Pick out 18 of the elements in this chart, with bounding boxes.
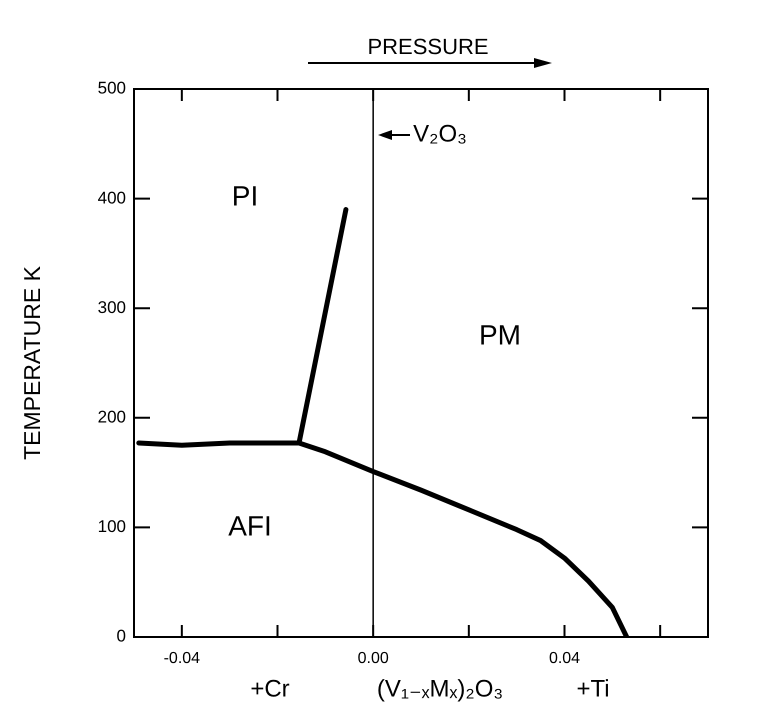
text: +Ti: [576, 676, 610, 703]
x-axis-title: (V₁₋ₓMₓ)₂O₃: [376, 676, 504, 703]
y-tick-label: 400: [98, 188, 126, 208]
ref-line-label: V₂O₃: [413, 120, 467, 148]
annotation: PI: [232, 180, 258, 212]
text: PRESSURE: [367, 34, 489, 60]
x-tick-label: 0.00: [358, 650, 389, 668]
x-tick-label: -0.04: [164, 650, 200, 668]
text: +Cr: [250, 676, 290, 703]
y-tick-label: 100: [98, 517, 126, 536]
annotation: PM: [479, 320, 521, 351]
x-tick-label: 0.04: [548, 650, 580, 668]
annotation: AFI: [228, 510, 272, 542]
y-axis-title: TEMPERATURE K: [19, 265, 46, 460]
y-tick-label: 0: [116, 626, 126, 646]
y-tick-label: 200: [98, 407, 126, 426]
y-tick-label: 500: [98, 78, 126, 98]
y-tick-label: 300: [98, 298, 126, 317]
